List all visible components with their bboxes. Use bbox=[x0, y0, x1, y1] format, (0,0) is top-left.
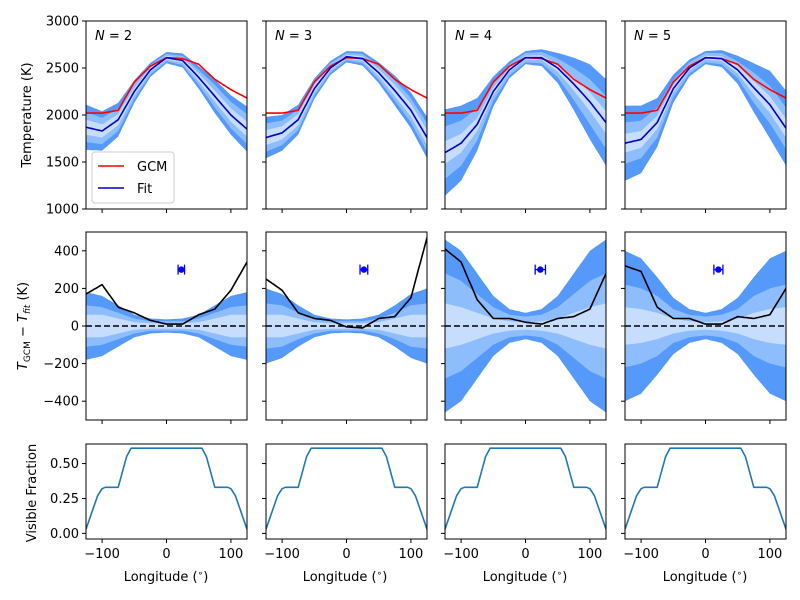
fit-band-3sigma bbox=[86, 52, 247, 152]
ytick-label: 200 bbox=[54, 282, 79, 297]
panels: 10001500200025003000−400−20002004000.000… bbox=[43, 15, 787, 562]
legend-box bbox=[91, 151, 175, 204]
plot-area-temperature-col2 bbox=[266, 51, 427, 159]
residual-ylabel-minus: − bbox=[16, 322, 31, 341]
plot-area-temperature-col3 bbox=[445, 49, 606, 196]
annotation-n5: N = 5 bbox=[634, 29, 671, 44]
xlabel-col2: Longitude (∘) bbox=[303, 569, 388, 585]
xtick-label: 0 bbox=[701, 547, 709, 562]
visible-fraction-line bbox=[445, 447, 606, 530]
gcm-line bbox=[266, 56, 427, 114]
ytick-label: 2000 bbox=[46, 109, 79, 124]
plot-area-visible-col1 bbox=[86, 447, 247, 530]
ytick-label: 0 bbox=[71, 320, 79, 335]
xtick-label: −100 bbox=[623, 547, 659, 562]
ytick-label: 2500 bbox=[46, 62, 79, 77]
plot-area-residual-col4 bbox=[625, 250, 786, 402]
residual-line bbox=[445, 248, 606, 325]
plot-area-residual-col3 bbox=[445, 239, 606, 413]
hotspot-point bbox=[715, 266, 722, 273]
ytick-label: 0.00 bbox=[50, 527, 79, 542]
xtick-label: 100 bbox=[398, 547, 423, 562]
fit-line bbox=[625, 56, 786, 144]
fit-line bbox=[266, 55, 427, 139]
annotation-n2: N = 2 bbox=[95, 29, 132, 44]
xtick-label: 0 bbox=[521, 547, 529, 562]
residual-line bbox=[625, 265, 786, 325]
ytick-label: −400 bbox=[43, 395, 79, 410]
plot-area-temperature-col4 bbox=[625, 50, 786, 181]
visible-fraction-line bbox=[266, 447, 427, 530]
xtick-label: −100 bbox=[264, 547, 300, 562]
residual-band-1sigma bbox=[625, 307, 786, 345]
residual-ylabel: TGCM − Tfit (K) bbox=[16, 282, 33, 370]
fit-band-1sigma bbox=[625, 55, 786, 153]
plot-area-residual-col2 bbox=[266, 237, 427, 364]
xtick-label: 0 bbox=[162, 547, 170, 562]
hotspot-point bbox=[178, 266, 185, 273]
xtick-label: 0 bbox=[342, 547, 350, 562]
xtick-label: −100 bbox=[84, 547, 120, 562]
xlabel-col4: Longitude (∘) bbox=[663, 569, 748, 585]
residual-line bbox=[86, 261, 247, 325]
xtick-label: 100 bbox=[757, 547, 782, 562]
xtick-label: −100 bbox=[443, 547, 479, 562]
residual-ylabel-T2: T bbox=[16, 313, 31, 322]
fit-line bbox=[445, 56, 606, 154]
plot-area-temperature-col1 bbox=[86, 52, 247, 152]
xlabel-col3: Longitude (∘) bbox=[483, 569, 568, 585]
plot-area-residual-col1 bbox=[86, 261, 247, 360]
annotation-n3: N = 3 bbox=[275, 29, 312, 44]
residual-band-1sigma bbox=[445, 303, 606, 349]
visible-fraction-line bbox=[86, 447, 247, 530]
ytick-label: 0.50 bbox=[50, 457, 79, 472]
ytick-label: 400 bbox=[54, 244, 79, 259]
hotspot-point bbox=[360, 266, 368, 273]
xtick-label: 100 bbox=[218, 547, 243, 562]
residual-band-1sigma bbox=[266, 314, 427, 338]
ytick-label: 1500 bbox=[46, 156, 79, 171]
plot-area-visible-col4 bbox=[625, 447, 786, 530]
ytick-label: 1000 bbox=[46, 203, 79, 218]
residual-ylabel-sub-gcm: GCM bbox=[23, 341, 33, 362]
visible-fraction-line bbox=[625, 447, 786, 530]
legend: GCM Fit bbox=[91, 151, 175, 204]
legend-fit-label: Fit bbox=[137, 182, 152, 197]
residual-ylabel-T: T bbox=[16, 361, 31, 370]
fit-line bbox=[86, 56, 247, 132]
residual-line bbox=[266, 237, 427, 329]
ytick-label: 0.25 bbox=[50, 492, 79, 507]
fit-band-1sigma bbox=[266, 54, 427, 146]
hotspot-point bbox=[537, 266, 544, 273]
legend-gcm-label: GCM bbox=[137, 160, 167, 175]
plot-area-visible-col3 bbox=[445, 447, 606, 530]
plot-area-visible-col2 bbox=[266, 447, 427, 530]
residual-ylabel-unit: (K) bbox=[16, 282, 31, 305]
xlabel-col1: Longitude (∘) bbox=[124, 569, 209, 585]
residual-band-1sigma bbox=[86, 314, 247, 338]
visible-ylabel: Visible Fraction bbox=[25, 444, 40, 543]
annotation-n4: N = 4 bbox=[455, 29, 492, 44]
temperature-ylabel: Temperature (K) bbox=[20, 62, 35, 168]
ytick-label: 3000 bbox=[46, 15, 79, 30]
xtick-label: 100 bbox=[577, 547, 602, 562]
fit-band-2sigma bbox=[445, 52, 606, 179]
residual-ylabel-sub-fit: fit bbox=[23, 304, 33, 314]
ytick-label: −200 bbox=[43, 357, 79, 372]
